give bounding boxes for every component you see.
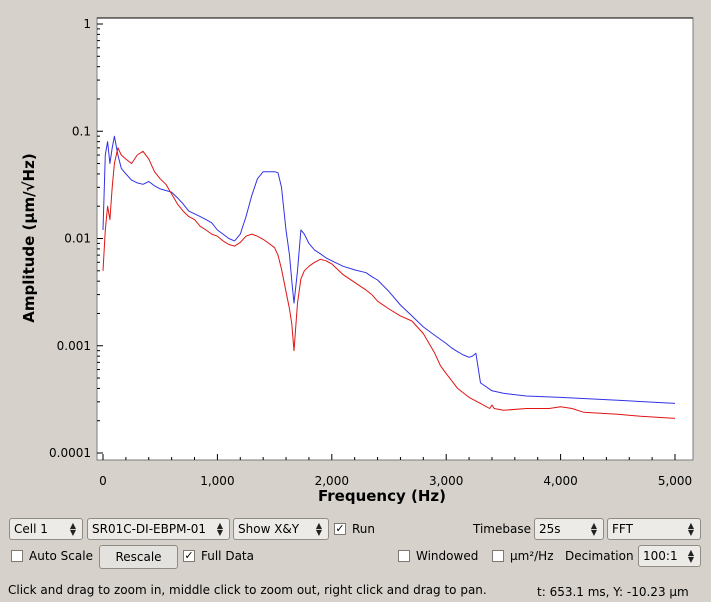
spin-arrows-icon: ▲ ▼ — [687, 521, 695, 537]
decimation-select[interactable]: 100:1 ▲ ▼ — [638, 545, 701, 567]
auto-scale-checkbox[interactable]: ✓ Auto Scale — [11, 546, 93, 566]
spin-arrows-icon: ▲ ▼ — [315, 521, 323, 537]
plot-area[interactable] — [96, 17, 694, 461]
analysis-mode-select[interactable]: FFT ▲ ▼ — [607, 518, 701, 540]
x-tick-label: 0 — [99, 474, 107, 488]
check-mark-icon: ✓ — [184, 549, 194, 562]
y-axis-label: Amplitude (µm/√Hz) — [20, 153, 38, 322]
full-data-checkbox[interactable]: ✓ Full Data — [183, 546, 254, 566]
full-data-label: Full Data — [201, 549, 254, 563]
y-tick-label: 0.01 — [64, 232, 91, 246]
run-checkbox[interactable]: ✓ Run — [334, 519, 375, 539]
x-tick-label: 4,000 — [543, 474, 577, 488]
timebase-label: Timebase — [473, 522, 531, 536]
spin-arrows-icon: ▲ ▼ — [590, 521, 598, 537]
status-hint: Click and drag to zoom in, middle click … — [8, 583, 487, 597]
auto-scale-label: Auto Scale — [29, 549, 93, 563]
psd-label: µm²/Hz — [510, 549, 554, 563]
x-tick-label: 2,000 — [315, 474, 349, 488]
psd-checkbox[interactable]: ✓ µm²/Hz — [492, 546, 554, 566]
series-line-1 — [102, 135, 676, 404]
x-tick-label: 3,000 — [429, 474, 463, 488]
cursor-readout: t: 653.1 ms, Y: -10.23 µm — [537, 585, 689, 599]
series-line-2 — [102, 147, 676, 419]
cell-select-value: Cell 1 — [14, 522, 48, 536]
x-tick-label: 1,000 — [200, 474, 234, 488]
decimation-label: Decimation — [565, 549, 634, 563]
analysis-mode-value: FFT — [612, 522, 633, 536]
cell-select[interactable]: Cell 1 ▲ ▼ — [9, 518, 83, 540]
spin-arrows-icon: ▲ ▼ — [69, 521, 77, 537]
spin-arrows-icon: ▲ ▼ — [687, 548, 695, 564]
checkbox-box: ✓ — [334, 523, 346, 535]
checkbox-box: ✓ — [11, 550, 23, 562]
y-tick-label: 1 — [83, 17, 91, 31]
check-mark-icon: ✓ — [335, 522, 345, 535]
spin-arrows-icon: ▲ ▼ — [216, 521, 224, 537]
y-tick-label: 0.001 — [57, 339, 91, 353]
show-mode-select[interactable]: Show X&Y ▲ ▼ — [233, 518, 329, 540]
x-tick-label: 5,000 — [658, 474, 692, 488]
timebase-select[interactable]: 25s ▲ ▼ — [534, 518, 604, 540]
fft-plot[interactable]: 1 0.1 0.01 0.001 0.0001 0 1,000 2,000 3,000 4,000… — [0, 0, 711, 512]
checkbox-box: ✓ — [398, 550, 410, 562]
windowed-label: Windowed — [416, 549, 479, 563]
timebase-value: 25s — [539, 522, 561, 536]
y-tick-label: 0.0001 — [49, 446, 91, 460]
run-label: Run — [352, 522, 376, 536]
show-mode-value: Show X&Y — [238, 522, 300, 536]
x-axis-label: Frequency (Hz) — [318, 487, 446, 505]
checkbox-box: ✓ — [492, 550, 504, 562]
decimation-value: 100:1 — [643, 549, 678, 563]
checkbox-box: ✓ — [183, 550, 195, 562]
y-tick-label: 0.1 — [72, 124, 91, 138]
windowed-checkbox[interactable]: ✓ Windowed — [398, 546, 478, 566]
device-select-value: SR01C-DI-EBPM-01 — [92, 522, 207, 536]
device-select[interactable]: SR01C-DI-EBPM-01 ▲ ▼ — [87, 518, 230, 540]
rescale-button[interactable]: Rescale — [99, 545, 178, 569]
